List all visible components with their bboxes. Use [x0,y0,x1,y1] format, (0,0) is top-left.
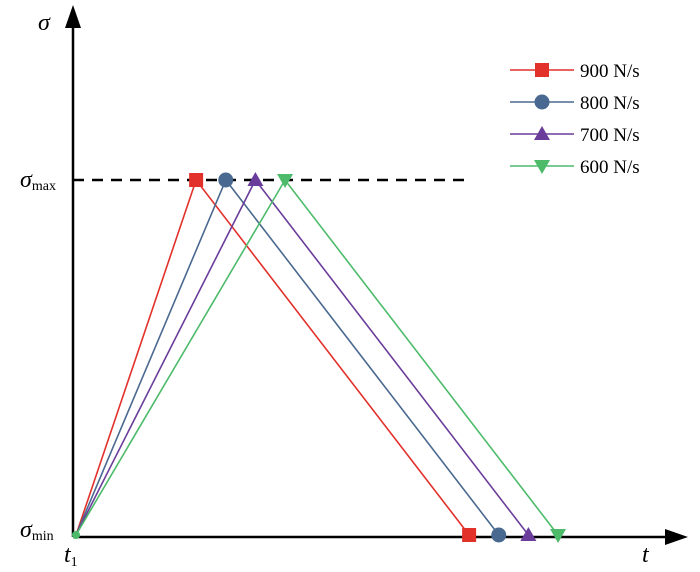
legend-label-800-ns: 800 N/s [580,93,640,114]
y-axis-label: σ [38,10,51,36]
legend-marker-700-ns [534,126,550,140]
y-axis-arrow [65,5,81,28]
legend-entry-800-ns: 800 N/s [510,93,640,114]
legend-entry-700-ns: 700 N/s [510,125,640,146]
series-line-600-ns [75,178,559,536]
data-point-800-ns-1 [218,172,234,188]
legend: 900 N/s 800 N/s 700 N/s 600 N/s [510,61,640,178]
data-point-900-ns-2 [462,528,477,542]
origin-point [72,531,80,539]
legend-label-600-ns: 600 N/s [580,157,640,178]
series-line-900-ns [75,178,470,536]
x-axis-arrow [665,529,688,545]
data-point-700-ns-2 [520,527,537,541]
series-line-800-ns [75,178,500,536]
x-axis-label: t [642,542,650,568]
legend-label-900-ns: 900 N/s [580,61,640,82]
legend-entry-900-ns: 900 N/s [510,61,640,82]
data-point-700-ns-1 [247,172,264,186]
y-tick-label-max: σmax [20,167,56,194]
legend-marker-800-ns [534,94,550,110]
y-tick-label-min: σmin [20,517,54,544]
legend-marker-600-ns [534,160,550,174]
data-point-600-ns-2 [550,529,567,543]
x-tick-label-t1: t1 [64,542,78,570]
data-point-800-ns-2 [491,527,507,543]
legend-label-700-ns: 700 N/s [580,125,640,146]
data-point-600-ns-1 [277,174,294,188]
data-point-900-ns-1 [189,173,204,187]
series-layer [72,172,567,543]
series-line-700-ns [75,178,530,536]
legend-marker-900-ns [535,63,549,77]
legend-entry-600-ns: 600 N/s [510,157,640,178]
